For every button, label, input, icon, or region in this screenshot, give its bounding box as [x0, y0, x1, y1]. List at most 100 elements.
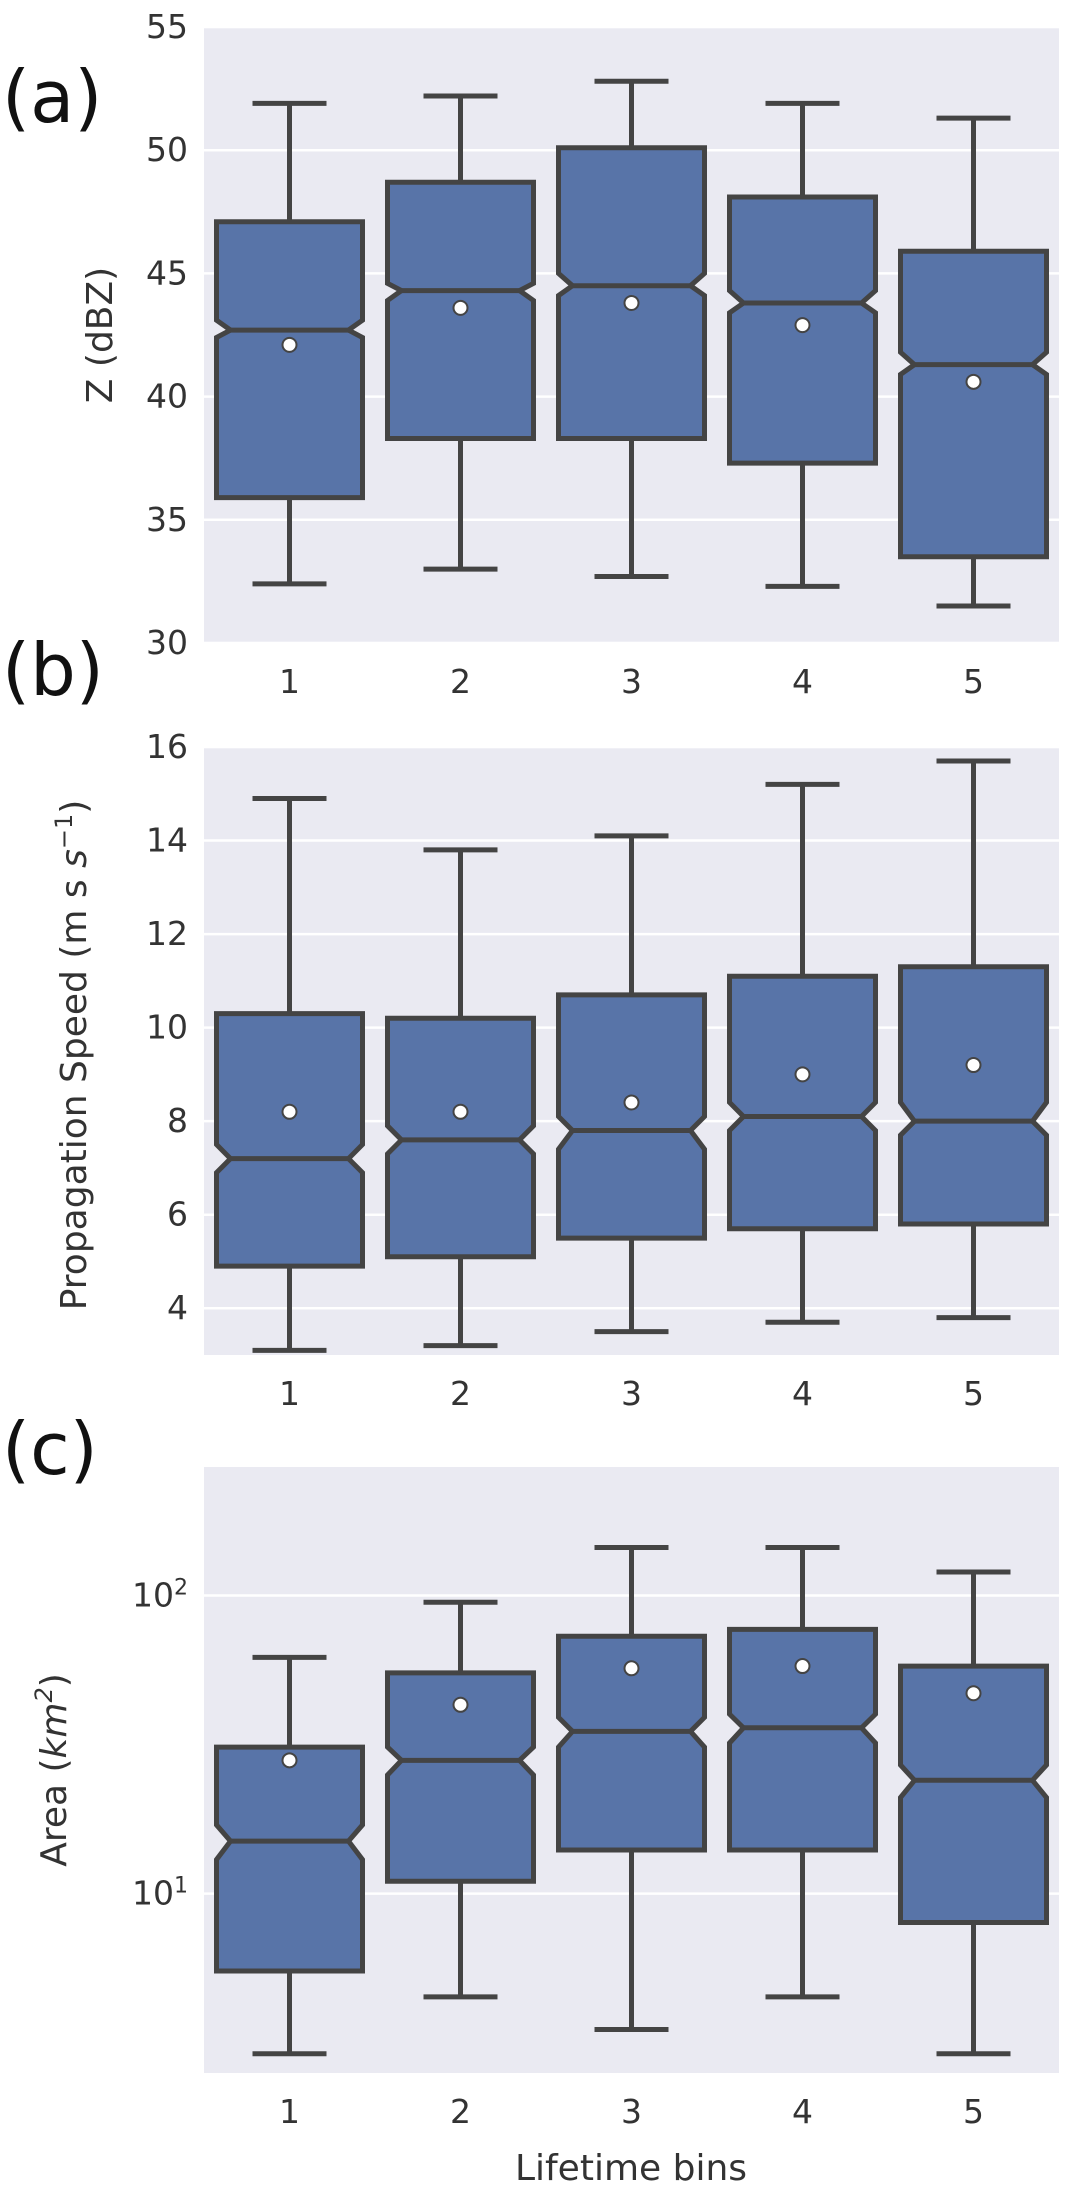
panel-label-c: (c): [2, 1407, 98, 1491]
y-axis-label-c-main: Area (: [34, 1758, 75, 1866]
box-a-1: [214, 100, 365, 587]
y-axis-label-c-unit: km: [34, 1703, 75, 1759]
box-a-4: [727, 100, 878, 589]
box-c-5: [898, 1569, 1049, 2057]
box-body-a-3: [556, 145, 707, 441]
y-tick-label-b-0: 4: [167, 1288, 188, 1327]
y-tick-label-a-0: 30: [146, 623, 188, 662]
mean-marker-b-4: [794, 1066, 811, 1083]
y-tick-base-c-0: 10: [132, 1874, 174, 1913]
x-tick-labels-c: 1 2 3 4 5: [279, 2092, 984, 2131]
y-tick-label-a-3: 45: [146, 253, 188, 292]
panel-label-b: (b): [2, 628, 104, 712]
mean-marker-c-1: [281, 1752, 298, 1769]
y-tick-label-c-1: 102: [132, 1575, 188, 1615]
y-axis-label-c: Area (km2): [30, 1673, 75, 1867]
y-tick-label-c-0: 101: [132, 1873, 188, 1913]
mean-marker-c-5: [965, 1685, 982, 1702]
box-body-c-4: [727, 1626, 878, 1853]
x-tick-label-c-2: 3: [621, 2092, 642, 2131]
y-tick-label-a-1: 35: [146, 500, 188, 539]
y-axis-label-b-s: s: [54, 849, 95, 879]
mean-marker-a-2: [452, 299, 469, 316]
box-b-2: [385, 847, 536, 1349]
x-tick-labels-b: 1 2 3 4 5: [279, 1374, 984, 1413]
y-tick-label-a-2: 40: [146, 377, 188, 416]
y-tick-label-b-2: 8: [167, 1101, 188, 1140]
box-body-c-1: [214, 1744, 365, 1974]
x-tick-labels-a: 1 2 3 4 5: [279, 662, 984, 701]
boxes-a: [214, 78, 1049, 609]
y-axis-label-b: Propagation Speed (m s s−1): [50, 800, 95, 1311]
box-c-2: [385, 1599, 536, 2000]
y-axis-label-b-exp: −1: [50, 814, 78, 849]
box-body-c-2: [385, 1670, 536, 1884]
box-a-2: [385, 93, 536, 572]
x-tick-label-a-4: 5: [963, 662, 984, 701]
x-tick-label-a-0: 1: [279, 662, 300, 701]
x-tick-label-c-4: 5: [963, 2092, 984, 2131]
y-tick-exp-c-1: 2: [174, 1575, 188, 1600]
y-tick-label-b-6: 16: [146, 727, 188, 766]
box-body-a-5: [898, 248, 1049, 560]
box-b-1: [214, 795, 365, 1353]
x-tick-label-b-1: 2: [450, 1374, 471, 1413]
x-tick-label-b-3: 4: [792, 1374, 813, 1413]
box-a-5: [898, 115, 1049, 609]
mean-marker-a-3: [623, 294, 640, 311]
box-b-3: [556, 833, 707, 1335]
y-axis-label-a: Z (dBZ): [80, 267, 121, 403]
x-tick-label-a-3: 4: [792, 662, 813, 701]
box-c-1: [214, 1654, 365, 2057]
mean-marker-a-4: [794, 317, 811, 334]
x-tick-label-b-2: 3: [621, 1374, 642, 1413]
mean-marker-b-3: [623, 1094, 640, 1111]
y-tick-label-b-3: 10: [146, 1008, 188, 1047]
y-tick-label-b-5: 14: [146, 821, 188, 860]
y-tick-label-b-1: 6: [167, 1195, 188, 1234]
y-tick-labels-a: 30 35 40 45 50 55: [146, 7, 188, 662]
y-tick-exp-c-0: 1: [174, 1873, 188, 1898]
box-body-b-3: [556, 992, 707, 1241]
x-tick-label-c-1: 2: [450, 2092, 471, 2131]
mean-marker-c-3: [623, 1660, 640, 1677]
mean-marker-b-1: [281, 1103, 298, 1120]
x-tick-label-c-3: 4: [792, 2092, 813, 2131]
box-b-5: [898, 758, 1049, 1321]
mean-marker-c-4: [794, 1658, 811, 1675]
box-a-3: [556, 78, 707, 579]
box-c-4: [727, 1544, 878, 2000]
y-tick-label-a-5: 55: [146, 7, 188, 46]
x-tick-label-a-1: 2: [450, 662, 471, 701]
y-tick-labels-b: 4 6 8 10 12 14 16: [146, 727, 188, 1327]
x-axis-label-c: Lifetime bins: [515, 2148, 747, 2189]
box-c-3: [556, 1544, 707, 2032]
y-tick-label-b-4: 12: [146, 914, 188, 953]
y-axis-label-b-main: Propagation Speed (m s: [54, 879, 95, 1310]
x-tick-label-a-2: 3: [621, 662, 642, 701]
boxes-c: [214, 1544, 1049, 2057]
box-body-a-1: [214, 219, 365, 501]
mean-marker-c-2: [452, 1696, 469, 1713]
box-b-4: [727, 781, 878, 1325]
panel-label-a: (a): [2, 55, 102, 139]
x-tick-label-b-0: 1: [279, 1374, 300, 1413]
box-body-b-5: [898, 964, 1049, 1227]
boxes-b: [214, 758, 1049, 1353]
y-axis-label-b-end: ): [54, 800, 95, 814]
y-tick-label-a-4: 50: [146, 130, 188, 169]
mean-marker-a-1: [281, 336, 298, 353]
x-tick-label-c-0: 1: [279, 2092, 300, 2131]
mean-marker-b-5: [965, 1057, 982, 1074]
box-body-c-5: [898, 1663, 1049, 1925]
mean-marker-a-5: [965, 373, 982, 390]
y-axis-label-c-end: ): [34, 1673, 75, 1687]
y-axis-label-c-exp: 2: [30, 1687, 58, 1702]
box-body-b-1: [214, 1011, 365, 1269]
box-body-b-4: [727, 973, 878, 1232]
